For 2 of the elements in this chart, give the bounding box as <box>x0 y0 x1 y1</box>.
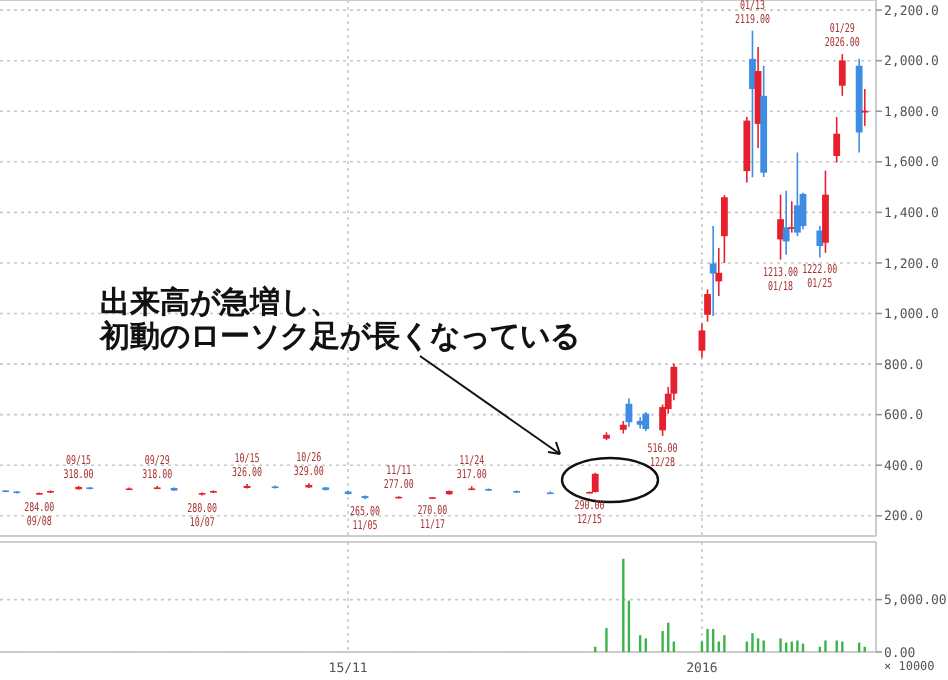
annotation: 出来高が急増し、 <box>100 284 340 320</box>
annotation: 初動のローソク足が長くなっている <box>98 318 580 354</box>
